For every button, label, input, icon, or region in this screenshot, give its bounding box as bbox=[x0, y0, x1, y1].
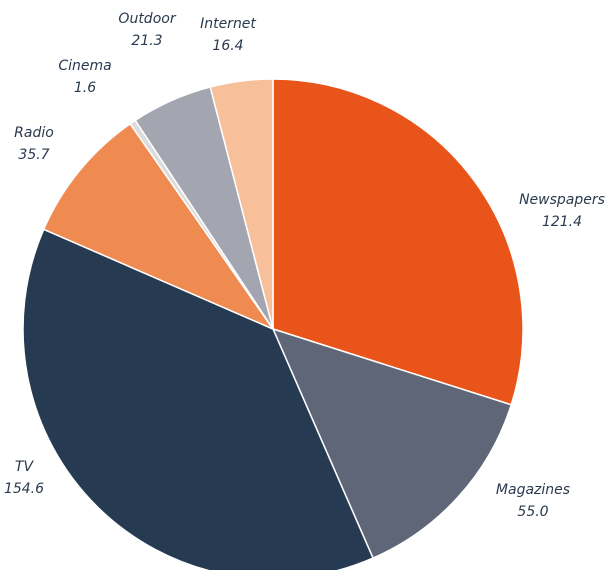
slice-label: Magazines bbox=[496, 482, 570, 498]
slice-value: 55.0 bbox=[517, 504, 548, 520]
pie-slice bbox=[22, 228, 375, 570]
slice-value: 154.6 bbox=[4, 481, 44, 497]
slice-label: TV bbox=[15, 459, 35, 475]
slice-label: Radio bbox=[14, 125, 54, 141]
slice-label: Internet bbox=[200, 16, 256, 32]
pie-slice bbox=[272, 78, 524, 406]
pie-slice bbox=[271, 327, 513, 560]
slice-value: 121.4 bbox=[542, 214, 582, 230]
slice-label: Cinema bbox=[58, 58, 111, 74]
pie-slice bbox=[209, 78, 274, 330]
pie-slice bbox=[42, 122, 276, 331]
slice-label: Newspapers bbox=[519, 192, 605, 208]
slice-value: 21.3 bbox=[131, 33, 162, 49]
slice-value: 35.7 bbox=[18, 147, 49, 163]
slice-value: 1.6 bbox=[74, 80, 96, 96]
slice-value: 16.4 bbox=[212, 38, 243, 54]
slice-label: Outdoor bbox=[118, 11, 176, 27]
